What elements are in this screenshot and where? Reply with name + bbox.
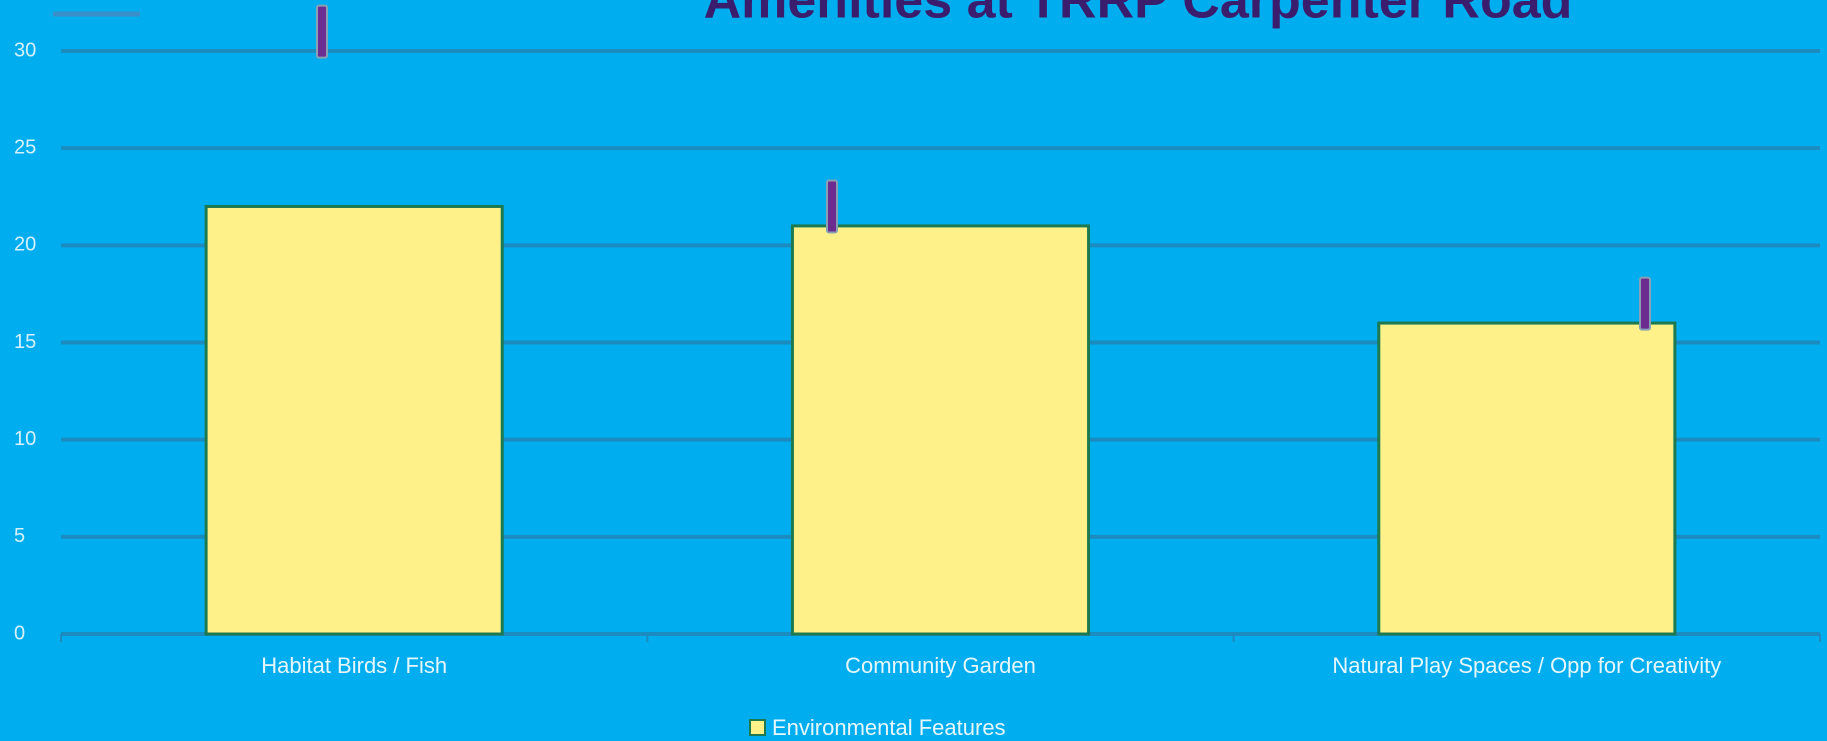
y-tick-label: 10: [14, 428, 36, 450]
x-tick-label: Habitat Birds / Fish: [261, 653, 447, 678]
x-tick-label: Community Garden: [845, 653, 1036, 678]
x-tick-label: Natural Play Spaces / Opp for Creativity: [1332, 653, 1721, 678]
bar: [204, 204, 504, 636]
y-tick-label: 20: [14, 234, 36, 256]
y-tick-label: 25: [14, 136, 36, 158]
marker: [316, 4, 328, 59]
y-tick-label: 0: [14, 622, 25, 644]
y-tick-label: 5: [14, 525, 25, 547]
y-tick-label: 30: [14, 39, 36, 61]
bar: [1377, 321, 1677, 636]
chart-title: Amenities at TRRP Carpenter Road: [704, 0, 1573, 30]
marker: [826, 179, 838, 234]
bar: [790, 224, 1091, 636]
legend-swatch: [749, 719, 766, 736]
legend-label: Environmental Features: [772, 715, 1006, 740]
y-tick-label: 15: [14, 331, 36, 353]
marker: [1639, 276, 1651, 331]
